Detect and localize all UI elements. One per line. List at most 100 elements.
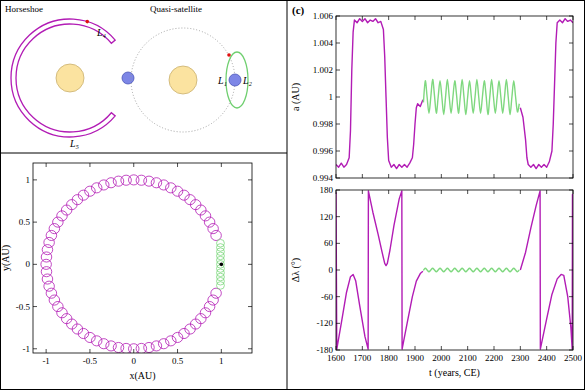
y-tick bbox=[569, 16, 573, 17]
y-tick bbox=[569, 296, 573, 297]
orbit-loop bbox=[166, 336, 177, 346]
y-tick bbox=[336, 70, 340, 71]
x-tick bbox=[415, 346, 416, 350]
plot-frame bbox=[336, 190, 573, 350]
orbit-loop bbox=[158, 339, 169, 349]
x-tick bbox=[494, 174, 495, 178]
x-tick bbox=[415, 174, 416, 178]
y-tick bbox=[569, 151, 573, 152]
x-tick bbox=[221, 349, 222, 353]
orbit-loop bbox=[106, 341, 117, 351]
y-tick bbox=[33, 348, 37, 349]
y-tick bbox=[569, 124, 573, 125]
axes: 1600170018001900200021002200230024002500… bbox=[290, 185, 583, 379]
x-tick bbox=[89, 163, 90, 167]
y-tick-label: -120 bbox=[317, 318, 334, 328]
plot-frame bbox=[33, 163, 252, 353]
figure: (c)HorseshoeL₄L₅Quasi-satelliteL₁L₂-1-0.… bbox=[0, 0, 585, 390]
orbit-loop bbox=[211, 288, 222, 298]
orbit-loop bbox=[121, 175, 132, 185]
orbit-loop bbox=[46, 230, 57, 240]
lagrange-label: L₄ bbox=[96, 27, 107, 38]
orbit-loop bbox=[44, 281, 55, 291]
x-tick bbox=[494, 16, 495, 20]
plot-area bbox=[336, 191, 573, 349]
y-tick bbox=[336, 151, 340, 152]
planet-orbit bbox=[131, 28, 235, 132]
y-tick-label: 1 bbox=[26, 175, 31, 185]
y-tick bbox=[569, 178, 573, 179]
y-axis-label: Δλ (°) bbox=[290, 258, 302, 282]
x-tick bbox=[89, 349, 90, 353]
y-tick bbox=[248, 222, 252, 223]
x-tick-label: 2300 bbox=[511, 353, 530, 363]
y-tick bbox=[336, 178, 340, 179]
y-tick-label: 0.994 bbox=[313, 173, 334, 183]
orbit-loop bbox=[44, 237, 55, 247]
x-tick bbox=[336, 346, 337, 350]
y-tick bbox=[569, 243, 573, 244]
orbit-loop bbox=[172, 186, 183, 196]
axes: -1-0.500.51-1-0.500.51x(AU)y(AU) bbox=[0, 163, 252, 382]
orbit-loop bbox=[217, 261, 225, 269]
x-tick bbox=[467, 174, 468, 178]
y-tick bbox=[336, 216, 340, 217]
x-tick-label: 1 bbox=[219, 356, 224, 366]
y-tick-label: 0.998 bbox=[313, 119, 334, 129]
panel-label: (c) bbox=[292, 4, 305, 17]
y-tick-label: 1.006 bbox=[313, 11, 334, 21]
y-tick-label: 0.5 bbox=[19, 217, 31, 227]
orbit-loop bbox=[208, 295, 219, 305]
y-tick bbox=[336, 43, 340, 44]
x-tick-label: 2200 bbox=[485, 353, 504, 363]
y-tick bbox=[569, 43, 573, 44]
planet bbox=[122, 72, 134, 84]
y-tick-label: 120 bbox=[320, 212, 334, 222]
x-tick-label: 2400 bbox=[538, 353, 557, 363]
x-tick bbox=[221, 163, 222, 167]
orbit-loop bbox=[217, 252, 225, 260]
x-tick bbox=[46, 163, 47, 167]
orbit-loop bbox=[49, 224, 60, 234]
x-tick bbox=[133, 349, 134, 353]
x-tick bbox=[494, 346, 495, 350]
orbit-loop bbox=[99, 180, 110, 190]
series-line bbox=[423, 268, 519, 272]
orbit-loop bbox=[204, 301, 215, 311]
y-tick bbox=[336, 97, 340, 98]
orbit-loop bbox=[113, 176, 124, 186]
orbit-loop bbox=[151, 341, 162, 351]
x-tick-label: 2500 bbox=[564, 353, 583, 363]
y-tick bbox=[248, 306, 252, 307]
y-tick bbox=[569, 97, 573, 98]
x-tick-label: -1 bbox=[42, 356, 50, 366]
orbit-loop bbox=[166, 183, 177, 193]
x-tick bbox=[177, 163, 178, 167]
x-tick bbox=[362, 190, 363, 194]
x-axis-label: t (years, CE) bbox=[429, 367, 480, 379]
y-tick-label: 0.996 bbox=[313, 146, 334, 156]
x-tick bbox=[546, 190, 547, 194]
orbit-loop bbox=[158, 180, 169, 190]
x-tick bbox=[388, 346, 389, 350]
orbit-loop bbox=[113, 342, 124, 352]
y-tick-label: -0.5 bbox=[16, 302, 31, 312]
y-tick bbox=[33, 264, 37, 265]
x-tick bbox=[520, 16, 521, 20]
point bbox=[220, 263, 224, 267]
plot-frame bbox=[336, 16, 573, 178]
orbit-loop bbox=[208, 224, 219, 234]
orbit-loop bbox=[151, 178, 162, 188]
y-tick bbox=[569, 270, 573, 271]
x-tick bbox=[520, 346, 521, 350]
orbit-loop bbox=[136, 343, 147, 353]
orbit-loop bbox=[217, 248, 225, 256]
lagrange-label: L₂ bbox=[242, 75, 253, 86]
x-tick-label: 2100 bbox=[459, 353, 478, 363]
y-tick bbox=[336, 323, 340, 324]
y-tick bbox=[336, 190, 340, 191]
x-tick bbox=[467, 190, 468, 194]
orbit-loop bbox=[217, 277, 225, 285]
y-tick bbox=[569, 190, 573, 191]
y-tick bbox=[248, 179, 252, 180]
